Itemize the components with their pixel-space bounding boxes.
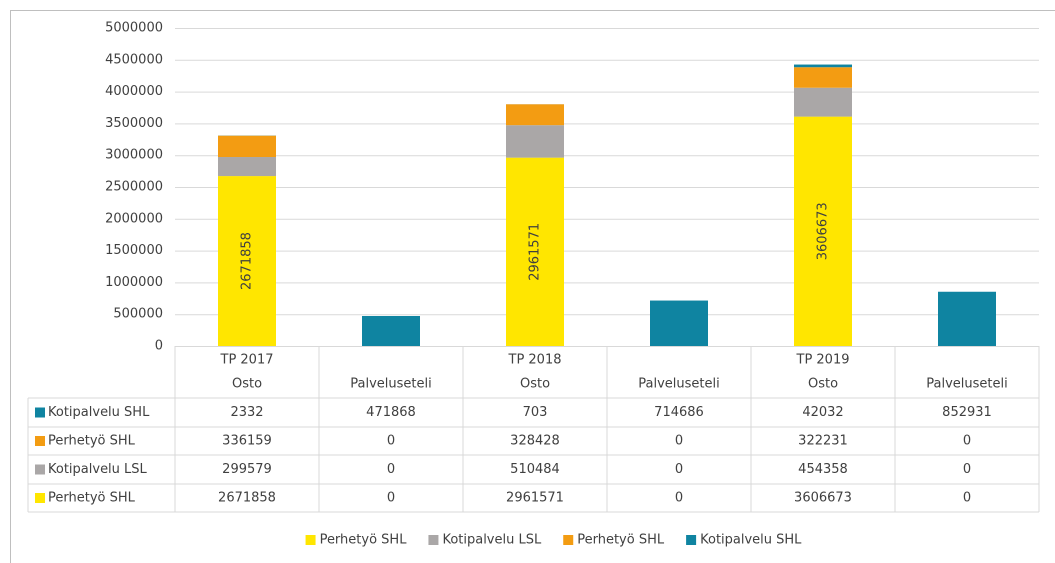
x-tick-label: Palveluseteli xyxy=(350,377,431,392)
legend-label: Kotipalvelu SHL xyxy=(700,533,802,548)
bar-segment xyxy=(218,135,276,158)
y-tick-label: 1500000 xyxy=(105,243,163,258)
y-tick-label: 0 xyxy=(155,339,163,354)
y-tick-label: 5000000 xyxy=(105,21,163,36)
legend-label: Kotipalvelu LSL xyxy=(442,533,542,548)
bar-segment xyxy=(650,300,708,346)
chart-border xyxy=(10,10,1055,563)
y-tick-label: 1000000 xyxy=(105,275,163,290)
table-cell: 0 xyxy=(675,491,683,506)
y-tick-label: 4500000 xyxy=(105,52,163,67)
table-row-label: Perhetyö SHL xyxy=(48,491,136,506)
bar-segment xyxy=(938,291,996,346)
table-cell: 2332 xyxy=(230,405,263,420)
table-cell: 0 xyxy=(675,462,683,477)
bar-segment xyxy=(506,125,564,158)
data-label: 3606673 xyxy=(816,202,831,260)
table-cell: 322231 xyxy=(798,434,848,449)
bar-segment xyxy=(506,104,564,126)
table-cell: 714686 xyxy=(654,405,704,420)
table-cell: 2961571 xyxy=(506,491,564,506)
table-cell: 0 xyxy=(387,491,395,506)
table-row-label: Kotipalvelu LSL xyxy=(48,462,148,477)
table-legend-key xyxy=(35,436,45,446)
y-tick-label: 4000000 xyxy=(105,84,163,99)
data-label: 2961571 xyxy=(528,223,543,281)
table-cell: 42032 xyxy=(802,405,843,420)
bar-segment xyxy=(794,116,852,346)
bar-segment xyxy=(218,176,276,346)
y-tick-label: 500000 xyxy=(113,307,163,322)
table-legend-key xyxy=(35,464,45,475)
table-cell: 471868 xyxy=(366,405,416,420)
x-tick-label: Palveluseteli xyxy=(926,377,1007,392)
table-cell: 703 xyxy=(523,405,548,420)
y-tick-label: 2000000 xyxy=(105,211,163,226)
bar-segment xyxy=(218,157,276,177)
table-cell: 3606673 xyxy=(794,491,852,506)
table-cell: 336159 xyxy=(222,434,272,449)
table-row-label: Perhetyö SHL xyxy=(48,434,136,449)
table-cell: 0 xyxy=(963,462,971,477)
table-cell: 510484 xyxy=(510,462,560,477)
x-tick-label: Osto xyxy=(808,377,838,392)
x-tick-label: Osto xyxy=(232,377,262,392)
legend-key xyxy=(563,535,574,545)
y-tick-label: 3500000 xyxy=(105,116,163,131)
group-label: TP 2019 xyxy=(796,353,850,368)
group-label: TP 2018 xyxy=(508,353,562,368)
table-cell: 299579 xyxy=(222,462,272,477)
bar-segment xyxy=(794,67,852,88)
table-cell: 0 xyxy=(963,434,971,449)
bar-segment xyxy=(794,64,852,68)
x-tick-label: Osto xyxy=(520,377,550,392)
legend-key xyxy=(428,535,439,545)
y-tick-label: 2500000 xyxy=(105,180,163,195)
legend-label: Perhetyö SHL xyxy=(320,533,408,548)
bar-segment xyxy=(794,87,852,117)
table-cell: 0 xyxy=(387,462,395,477)
data-label: 2671858 xyxy=(240,232,255,290)
legend-label: Perhetyö SHL xyxy=(577,533,665,548)
x-tick-label: Palveluseteli xyxy=(638,377,719,392)
table-cell: 2671858 xyxy=(218,491,276,506)
table-cell: 0 xyxy=(963,491,971,506)
table-cell: 852931 xyxy=(942,405,992,420)
table-legend-key xyxy=(35,493,45,503)
bar-segment xyxy=(506,157,564,346)
table-cell: 0 xyxy=(675,434,683,449)
y-tick-label: 3000000 xyxy=(105,148,163,163)
bar-segment xyxy=(362,315,420,346)
table-cell: 328428 xyxy=(510,434,560,449)
legend-key xyxy=(305,535,316,545)
table-cell: 454358 xyxy=(798,462,848,477)
table-cell: 0 xyxy=(387,434,395,449)
table-legend-key xyxy=(35,407,45,418)
table-row-label: Kotipalvelu SHL xyxy=(48,405,150,420)
legend-key xyxy=(686,535,697,545)
group-label: TP 2017 xyxy=(220,353,274,368)
